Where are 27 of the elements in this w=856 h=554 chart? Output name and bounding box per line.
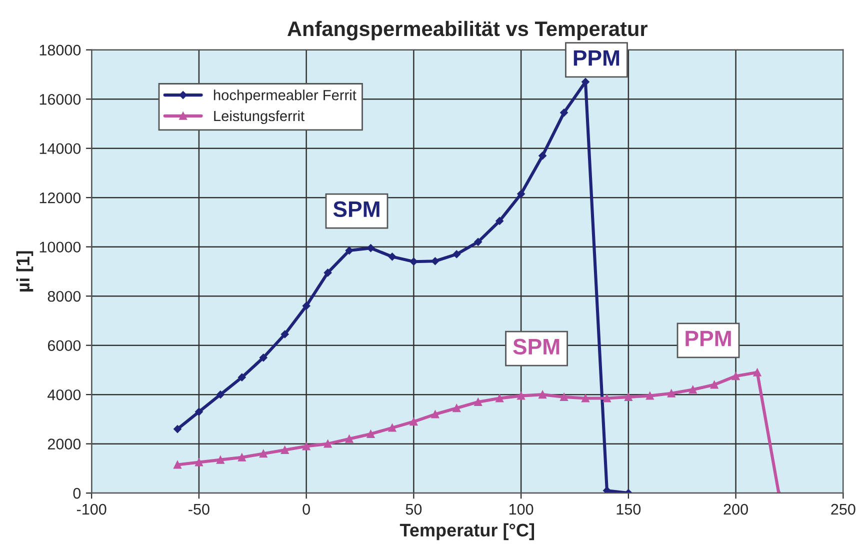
x-tick-label: -100	[76, 504, 106, 515]
x-tick-label: 150	[616, 504, 641, 515]
y-tick-label: 0	[73, 488, 81, 499]
legend-label: hochpermeabler Ferrit	[214, 90, 356, 104]
annotation: PPM	[686, 330, 731, 346]
y-tick-label: 14000	[40, 143, 81, 154]
x-tick-label: 100	[509, 504, 534, 515]
annotation: SPM	[513, 338, 560, 355]
x-tick-label: 0	[302, 504, 310, 515]
y-tick-label: 4000	[48, 389, 81, 400]
y-tick-label: 18000	[40, 44, 81, 56]
y-axis-title: µi [1]	[16, 251, 34, 292]
y-tick-label: 8000	[48, 290, 81, 302]
x-tick-label: 50	[406, 504, 422, 515]
x-axis-title: Temperatur [°C]	[400, 523, 534, 540]
legend-label: Leistungsferrit	[214, 110, 304, 124]
x-tick-label: 200	[724, 504, 748, 515]
y-tick-label: 12000	[40, 192, 81, 204]
annotation: PPM	[574, 50, 620, 66]
y-tick-label: 6000	[48, 340, 81, 352]
annotation: SPM	[333, 201, 380, 218]
y-tick-label: 10000	[40, 242, 81, 253]
chart-title: Anfangspermeabilität vs Temperatur	[287, 20, 648, 40]
x-tick-label: 250	[831, 504, 856, 515]
x-tick-label: -50	[188, 504, 210, 515]
y-tick-label: 2000	[48, 438, 81, 450]
y-tick-label: 16000	[40, 94, 81, 105]
